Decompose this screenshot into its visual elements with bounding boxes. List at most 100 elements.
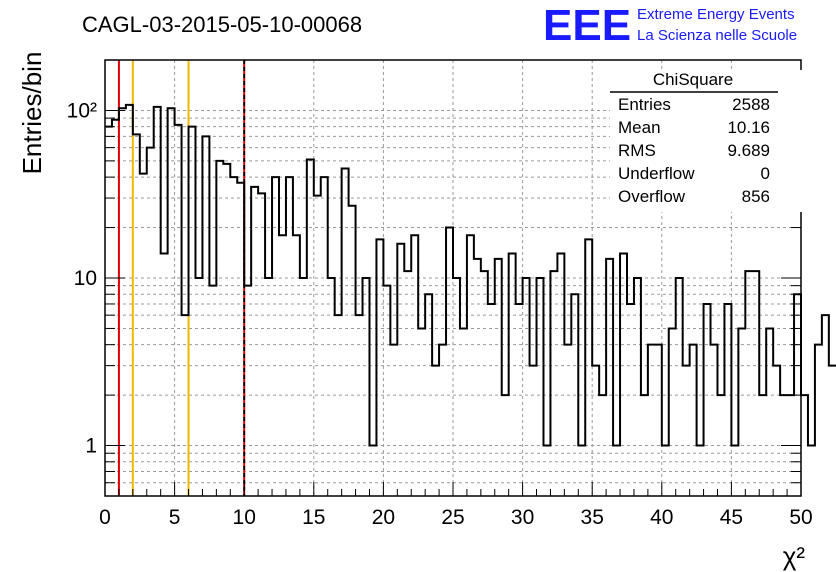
histogram-bin (697, 446, 704, 496)
histogram-bin (272, 177, 279, 496)
x-tick-label: 15 (302, 506, 325, 529)
histogram-bin (474, 259, 481, 496)
stats-label: Mean (618, 118, 661, 137)
histogram-bin (641, 395, 648, 496)
stats-label: RMS (618, 141, 656, 160)
histogram-bin (634, 278, 641, 496)
x-tick-label: 30 (511, 506, 534, 529)
histogram-bin (578, 446, 585, 496)
histogram-bin (425, 294, 432, 496)
histogram-bin (140, 174, 147, 496)
histogram-bin (822, 315, 829, 496)
histogram-bin (516, 304, 523, 496)
stats-value: 856 (742, 187, 770, 206)
histogram-bin (738, 328, 745, 496)
stats-value: 2588 (732, 95, 770, 114)
histogram-bin (801, 395, 808, 496)
eee-logo: EEE Extreme Energy Events La Scienza nel… (543, 1, 797, 50)
histogram-bin (543, 446, 550, 496)
histogram-bin (397, 244, 404, 496)
y-axis-label: Entries/bin (17, 52, 47, 175)
histogram-bin (662, 446, 669, 496)
histogram-bin (669, 328, 676, 496)
histogram-bin (328, 278, 335, 496)
histogram-bin (550, 271, 557, 496)
stats-label: Underflow (618, 164, 695, 183)
histogram-bin (537, 278, 544, 496)
histogram-bin (202, 136, 209, 496)
x-tick-label: 10 (233, 506, 256, 529)
histogram-bin (676, 278, 683, 496)
histogram-bin (509, 254, 516, 496)
histogram-bin (481, 271, 488, 496)
histogram-bin (808, 446, 815, 496)
histogram-bin (599, 395, 606, 496)
histogram-bin (773, 366, 780, 496)
stats-value: 9.689 (727, 141, 770, 160)
histogram-bin (112, 120, 119, 496)
histogram-bin (571, 294, 578, 496)
histogram-bin (418, 328, 425, 496)
histogram-bin (161, 254, 168, 496)
stats-label: Overflow (618, 187, 686, 206)
histogram-bin (216, 161, 223, 496)
histogram-bin (627, 304, 634, 496)
histogram-bin (251, 187, 258, 496)
histogram-bin (175, 125, 182, 496)
histogram-bin (731, 446, 738, 496)
histogram-bin (376, 239, 383, 496)
x-tick-label: 25 (441, 506, 464, 529)
org-name: Extreme Energy Events (637, 6, 795, 23)
histogram-bin (613, 446, 620, 496)
x-tick-label: 0 (99, 506, 111, 529)
histogram-bin (759, 395, 766, 496)
stats-value: 10.16 (727, 118, 770, 137)
stats-box: ChiSquare Entries 2588 Mean 10.16 RMS 9.689 Un… (610, 70, 808, 212)
x-tick-label: 20 (372, 506, 395, 529)
histogram-bin (390, 345, 397, 496)
histogram-bin (363, 278, 370, 496)
histogram-bin (369, 446, 376, 496)
stats-value: 0 (761, 164, 770, 183)
histogram-bin (530, 366, 537, 496)
histogram-bin (655, 345, 662, 496)
histogram-bin (209, 286, 216, 496)
histogram-bin (460, 328, 467, 496)
histogram-bin (349, 206, 356, 496)
histogram-bin (189, 127, 196, 496)
histogram-bin (105, 127, 112, 496)
histogram-bin (411, 235, 418, 496)
histogram-bin (446, 228, 453, 496)
histogram-bin (404, 271, 411, 496)
histogram-bin (690, 345, 697, 496)
histogram-bin (126, 105, 133, 496)
histogram-bin (383, 286, 390, 496)
histogram-bin (766, 328, 773, 496)
histogram-bin (704, 304, 711, 496)
y-tick-label: 1 (85, 435, 97, 458)
histogram-bin (133, 134, 140, 496)
histogram-bin (592, 366, 599, 496)
histogram-bin (620, 254, 627, 496)
histogram-bin (432, 366, 439, 496)
stats-label: Entries (618, 95, 671, 114)
chart-title: CAGL-03-2015-05-10-00068 (82, 12, 362, 37)
histogram-bin (752, 271, 759, 496)
histogram-bin (314, 196, 321, 496)
histogram-bin (439, 345, 446, 496)
histogram-bin (648, 345, 655, 496)
y-tick-label: 10² (67, 99, 97, 122)
histogram-bin (335, 315, 342, 496)
x-tick-label: 5 (169, 506, 181, 529)
histogram-bin (717, 395, 724, 496)
histogram-bin (745, 271, 752, 496)
histogram-bin (502, 395, 509, 496)
histogram-bin (230, 177, 237, 496)
histogram-bin (711, 345, 718, 496)
histogram-bin (557, 254, 564, 496)
histogram-bin (154, 107, 161, 496)
y-tick-label: 10 (74, 267, 97, 290)
histogram-line (105, 103, 836, 447)
histogram-bin (585, 239, 592, 496)
